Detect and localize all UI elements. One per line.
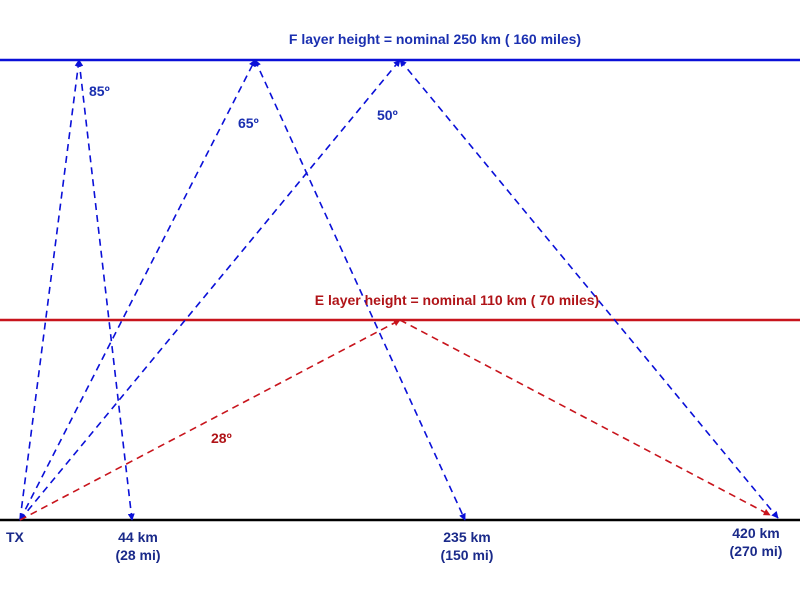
distance-235-mi-label: (150 mi) <box>441 547 494 563</box>
angle-label-65: 65º <box>238 115 259 131</box>
ray-85-down <box>76 59 135 521</box>
angle-label-85: 85º <box>89 83 110 99</box>
distance-44-mi-label: (28 mi) <box>115 547 160 563</box>
ray-85-up <box>19 59 82 521</box>
e-layer-label: E layer height = nominal 110 km ( 70 mil… <box>315 292 599 308</box>
distance-44-km-label: 44 km <box>118 529 158 545</box>
angle-label-28: 28º <box>211 430 232 446</box>
ray-28-up <box>19 319 401 521</box>
ray-50-down <box>399 59 779 519</box>
distance-420-mi-label: (270 mi) <box>730 543 783 559</box>
angle-label-50: 50º <box>377 107 398 123</box>
f-layer-label: F layer height = nominal 250 km ( 160 mi… <box>289 31 581 47</box>
tx-label: TX <box>6 529 25 545</box>
ray-65-down <box>254 59 466 521</box>
distance-420-km-label: 420 km <box>732 525 779 541</box>
distance-235-km-label: 235 km <box>443 529 490 545</box>
ray-65-up <box>19 59 256 521</box>
ray-50-up <box>19 59 401 521</box>
ray-28-down <box>399 319 771 516</box>
